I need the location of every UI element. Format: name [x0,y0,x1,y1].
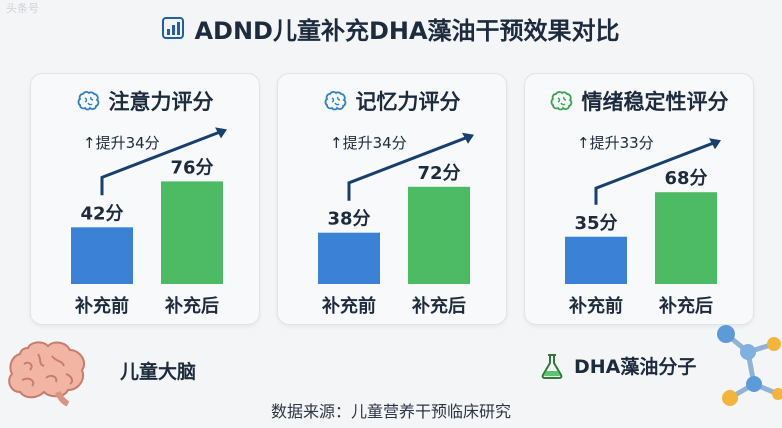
bar-chart-icon [162,17,185,39]
chart-subtitle: 情绪稳定性评分 [581,90,729,114]
chart-card-header: 情绪稳定性评分 [525,84,753,118]
brain-icon [324,91,346,111]
dha-molecule-icon [717,325,782,406]
improvement-label: ↑提升34分 [83,134,160,152]
brain-icon [77,91,99,111]
chart-card-emotion: 情绪稳定性评分 35分补充前 68分补充后 ↑提升33分 [524,73,754,325]
improvement-label: ↑提升34分 [330,134,407,152]
category-label: 补充后 [658,295,713,317]
watermark: 头条号 [6,2,39,15]
flask-icon [541,353,563,379]
bar-value-label: 38分 [327,209,370,230]
brain-icon [550,91,572,111]
bar-value-label: 42分 [80,203,123,224]
data-source: 数据来源：儿童营养干预临床研究 [270,402,511,421]
arrow-head [709,138,721,150]
arrow-head [215,127,227,139]
bar-value-label: 35分 [574,213,617,234]
chart-card-header: 记忆力评分 [278,84,506,118]
page-title: ADND儿童补充DHA藻油干预效果对比 [194,16,620,45]
chart-subtitle: 记忆力评分 [355,90,461,114]
chart-card-attention: 注意力评分 42分补充前 76分补充后 ↑提升34分 [30,73,260,325]
bar [565,236,627,284]
chart-card-memory: 记忆力评分 38分补充前 72分补充后 ↑提升34分 [277,73,507,325]
improvement-arrow [347,136,467,201]
child-brain-icon [8,341,86,406]
brain-label: 儿童大脑 [120,360,197,383]
improvement-arrow [594,141,714,205]
arrow-head [462,132,474,144]
bar-value-label: 68分 [664,168,707,189]
dha-molecule-label-row: DHA藻油分子 [540,352,696,379]
brain-illustration: 儿童大脑 [2,334,196,406]
category-label: 补充前 [568,295,623,317]
category-label: 补充后 [164,295,219,317]
bar-value-label: 72分 [417,163,460,184]
improvement-arrow [100,130,220,196]
chart-card-header: 注意力评分 [31,84,259,118]
bar-value-label: 76分 [170,157,213,178]
dha-label: DHA藻油分子 [574,356,697,378]
bar [71,227,133,284]
chart-subtitle: 注意力评分 [108,90,214,114]
bar [318,232,380,284]
improvement-label: ↑提升33分 [577,134,654,152]
category-label: 补充前 [74,295,129,317]
category-label: 补充后 [411,295,466,317]
bar [655,192,717,284]
chart-title-row: ADND儿童补充DHA藻油干预效果对比 [0,10,782,46]
bar [408,186,470,284]
category-label: 补充前 [321,295,376,317]
bar [161,181,223,284]
